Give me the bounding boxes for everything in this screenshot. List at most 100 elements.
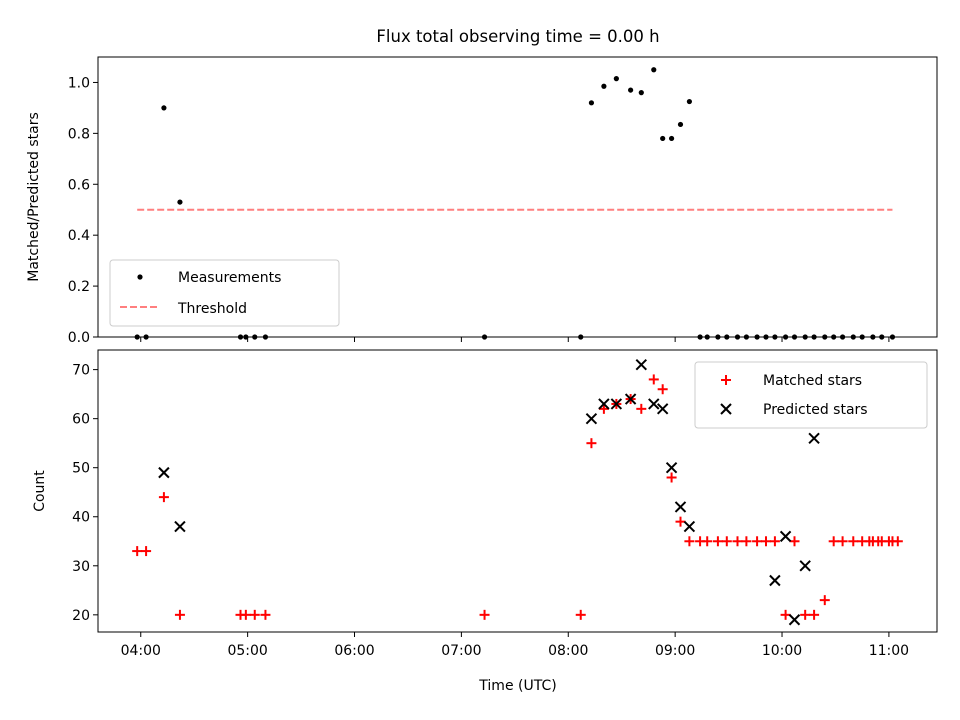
bottom-y-tick-label: 30 [72,559,90,575]
bottom-y-axis-label: Count [32,470,48,512]
cross-stroke [585,412,598,425]
top-legend-box [109,259,340,327]
top-y-tick-label: 1.0 [68,75,90,91]
matched-point [819,595,830,606]
measurement-point [651,67,657,73]
matched-point [479,609,490,620]
top-panel-frame [97,56,938,338]
top-y-tick-label: 0.8 [68,126,90,142]
measurement-point [628,87,634,93]
measurement-point [588,100,595,106]
matched-point [848,536,859,547]
matched-point [575,609,586,620]
matched-point [837,536,848,547]
matched-point [158,492,169,503]
matched-point [780,609,791,620]
matched-point [174,609,185,620]
predicted-point [779,530,792,543]
top-legend: Measurements Threshold [109,259,340,327]
matched-point [666,472,677,483]
legend-matched-marker [721,375,731,385]
matched-point [789,536,800,547]
matched-point [732,536,743,547]
predicted-point [610,398,623,410]
predicted-point [808,432,820,444]
predicted-point [635,359,648,371]
predicted-point [683,520,696,533]
legend-measurements-label: Measurements [178,270,281,286]
matched-point [684,536,695,547]
matched-point [636,403,647,414]
legend-threshold-label: Threshold [177,301,247,317]
matched-point [249,609,260,620]
matched-point [702,536,713,547]
x-tick-label: 09:00 [655,643,695,659]
predicted-point [598,398,610,410]
measurement-point [668,135,675,142]
matched-point [741,536,752,547]
bottom-y-tick-label: 60 [72,412,90,428]
legend-predicted-cross [720,403,732,415]
matched-point [800,609,811,620]
predicted-point [624,393,637,405]
legend-matched-label: Matched stars [763,373,862,389]
matched-point [712,536,723,547]
legend-predicted-marker [720,403,732,415]
matched-point [260,609,271,620]
predicted-point [158,466,170,479]
matched-point [675,516,686,527]
legend-matched-plus [721,375,731,385]
matched-point [132,546,143,557]
measurement-point [686,98,692,105]
cross-stroke [799,560,811,572]
bottom-legend-box [694,361,928,429]
matched-point [864,536,875,547]
predicted-point [769,574,781,587]
matched-point [883,536,894,547]
matched-point [657,384,668,395]
cross-stroke [779,530,792,543]
predicted-point [665,461,678,474]
x-tick-label: 04:00 [121,643,161,659]
matched-point [648,374,659,385]
matched-point [760,536,771,547]
measurement-point [638,90,644,96]
legend-predicted-label: Predicted stars [763,402,868,418]
cross-stroke [769,574,781,587]
cross-stroke [598,398,610,410]
predicted-point [799,560,811,572]
cross-stroke [788,614,801,626]
bottom-y-tick-label: 40 [72,510,90,526]
bottom-y-tick-label: 20 [72,608,90,624]
matched-point [769,536,780,547]
measurement-point [613,76,619,82]
cross-stroke [720,403,732,415]
bottom-panel: 20 30 40 50 60 70 04:00 05:00 06:00 07:00 08:00 09:… [32,349,938,694]
measurement-point [677,121,684,128]
x-tick-label: 06:00 [334,643,374,659]
top-y-tick-label: 0.2 [68,279,90,295]
top-y-tick-label: 0.4 [68,228,90,244]
x-tick-label: 07:00 [441,643,481,659]
matched-point [809,609,820,620]
matched-point [586,438,597,449]
top-panel: 0.0 0.2 0.4 0.6 0.8 1.0 Matched/Predicted sta… [26,56,938,346]
top-y-tick-label: 0.6 [68,177,90,193]
bottom-panel-frame [97,349,938,633]
predicted-point [585,412,598,425]
matched-point [892,536,903,547]
measurement-point [177,199,183,205]
matched-point [141,546,152,557]
top-y-axis-label: Matched/Predicted stars [26,112,42,282]
cross-stroke [648,398,660,410]
predicted-point [674,501,687,513]
top-y-tick-label: 0.0 [68,330,90,346]
matched-point [721,536,732,547]
x-tick-label: 05:00 [227,643,267,659]
measurement-point [161,105,167,111]
x-tick-label: 08:00 [548,643,588,659]
predicted-point [788,614,801,626]
matched-point [828,536,839,547]
bottom-y-tick-label: 70 [72,363,90,379]
measurement-point [660,135,666,142]
